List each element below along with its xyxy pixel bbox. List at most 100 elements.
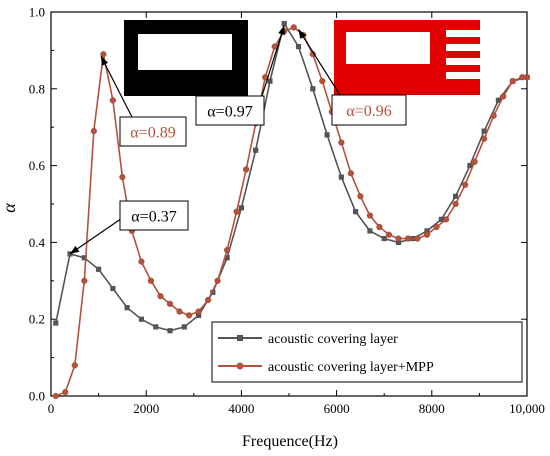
data-point-series-1 xyxy=(195,312,202,318)
data-point-series-2 xyxy=(366,212,374,219)
annotation-arrow xyxy=(261,25,285,97)
data-point-series-2 xyxy=(185,312,193,319)
x-tick-label: 2000 xyxy=(133,401,159,416)
data-point-series-2 xyxy=(290,24,297,31)
inset-red-frame xyxy=(334,20,480,95)
data-point-series-2 xyxy=(147,277,155,284)
data-point-series-1 xyxy=(424,228,430,234)
data-point-series-1 xyxy=(438,216,444,222)
annotation-arrowhead xyxy=(278,25,285,36)
data-point-series-2 xyxy=(224,246,231,254)
data-point-series-1 xyxy=(295,43,302,50)
data-point-series-1 xyxy=(224,255,230,261)
data-point-series-1 xyxy=(124,305,130,311)
annotation-label: α=0.37 xyxy=(131,209,176,226)
annotation-box xyxy=(331,94,407,126)
data-point-series-1 xyxy=(381,235,387,242)
annotation-layer: α=0.89 α=0.37 α=0.97 α=0.96 xyxy=(69,25,407,255)
data-point-series-1 xyxy=(96,266,102,272)
data-point-series-2 xyxy=(100,51,107,58)
data-point-series-2 xyxy=(471,158,478,165)
annotation-arrow xyxy=(100,55,133,118)
data-point-series-2 xyxy=(138,258,145,265)
legend-label-series-1: acoustic covering layer xyxy=(268,332,398,347)
data-point-series-1 xyxy=(181,324,187,330)
y-tick-label: 0.2 xyxy=(29,312,45,327)
x-tick-label: 0 xyxy=(48,401,55,416)
annotation-label: α=0.89 xyxy=(130,125,175,142)
inset-black-frame xyxy=(124,20,248,96)
data-point-series-2 xyxy=(462,181,469,188)
data-point-series-2 xyxy=(243,166,250,173)
data-point-series-2 xyxy=(62,389,69,396)
data-point-series-2 xyxy=(195,308,202,315)
data-point-series-1 xyxy=(267,78,273,84)
data-point-series-1 xyxy=(253,147,259,153)
legend: acoustic covering layer acoustic coverin… xyxy=(211,321,523,383)
y-tick-label: 0.6 xyxy=(29,158,46,173)
annotation-arrowhead xyxy=(70,245,80,254)
inset-slot xyxy=(446,44,480,51)
inset-acoustic-covering-layer-mpp xyxy=(334,20,480,95)
data-point-series-2 xyxy=(81,277,88,284)
y-tick-label: 0.0 xyxy=(29,389,45,404)
data-point-series-2 xyxy=(214,277,221,284)
data-point-series-1 xyxy=(395,239,402,245)
annotation-arrow xyxy=(298,29,341,96)
data-point-series-2 xyxy=(109,97,116,104)
data-point-series-2 xyxy=(509,78,516,85)
data-point-series-2 xyxy=(414,235,421,242)
data-point-series-1 xyxy=(238,205,244,211)
data-point-series-1 xyxy=(310,86,316,92)
data-point-series-2 xyxy=(52,392,59,400)
series-layer xyxy=(52,20,531,400)
annotation-arrowhead xyxy=(298,29,307,39)
data-point-series-2 xyxy=(423,231,431,238)
y-tick-label: 0.8 xyxy=(29,81,45,96)
data-point-series-2 xyxy=(338,139,345,146)
legend-marker-series-2 xyxy=(236,362,244,370)
annotation-label: α=0.97 xyxy=(207,104,252,121)
data-point-series-2 xyxy=(404,235,412,242)
data-point-series-2 xyxy=(347,170,354,177)
data-point-series-1 xyxy=(467,163,473,169)
data-point-series-2 xyxy=(233,208,240,215)
annotation-box xyxy=(119,116,187,147)
data-point-series-2 xyxy=(395,235,402,242)
annotation-arrowhead xyxy=(100,56,109,66)
data-point-series-1 xyxy=(453,193,459,199)
x-axis-label: Frequence(Hz) xyxy=(242,433,338,450)
data-point-series-2 xyxy=(452,200,459,208)
data-point-series-2 xyxy=(119,174,126,181)
data-point-series-1 xyxy=(324,132,330,138)
data-point-series-1 xyxy=(210,289,216,295)
data-point-series-2 xyxy=(481,135,488,142)
data-point-series-2 xyxy=(157,293,164,300)
annotation-label: α=0.96 xyxy=(346,103,391,120)
annotation-box xyxy=(195,95,265,126)
annotation-arrow xyxy=(69,213,129,255)
inset-slot xyxy=(446,72,480,79)
data-point-series-2 xyxy=(490,112,497,119)
inset-slot xyxy=(446,30,480,37)
legend-marker-series-1 xyxy=(237,335,243,341)
data-point-series-2 xyxy=(319,78,326,85)
series-line-1 xyxy=(55,21,528,332)
y-tick-label: 1.0 xyxy=(29,5,45,20)
legend-box xyxy=(211,321,523,383)
x-tick-label: 10,000 xyxy=(509,401,545,416)
data-point-series-1 xyxy=(367,228,373,234)
data-point-series-2 xyxy=(442,216,450,223)
data-point-series-2 xyxy=(357,193,364,200)
data-point-series-2 xyxy=(90,127,97,135)
data-point-series-2 xyxy=(176,308,183,315)
x-tick-label: 4000 xyxy=(228,401,254,416)
data-point-series-1 xyxy=(53,320,59,326)
x-tick-label: 6000 xyxy=(324,401,350,416)
data-point-series-1 xyxy=(481,128,487,134)
data-point-series-1 xyxy=(67,251,73,257)
data-point-series-2 xyxy=(166,300,174,307)
axes: 0 2000 4000 6000 8000 10,000 0.0 0.2 0.4 0.6 0.8 1.… xyxy=(29,5,545,417)
annotation-box xyxy=(119,200,189,231)
